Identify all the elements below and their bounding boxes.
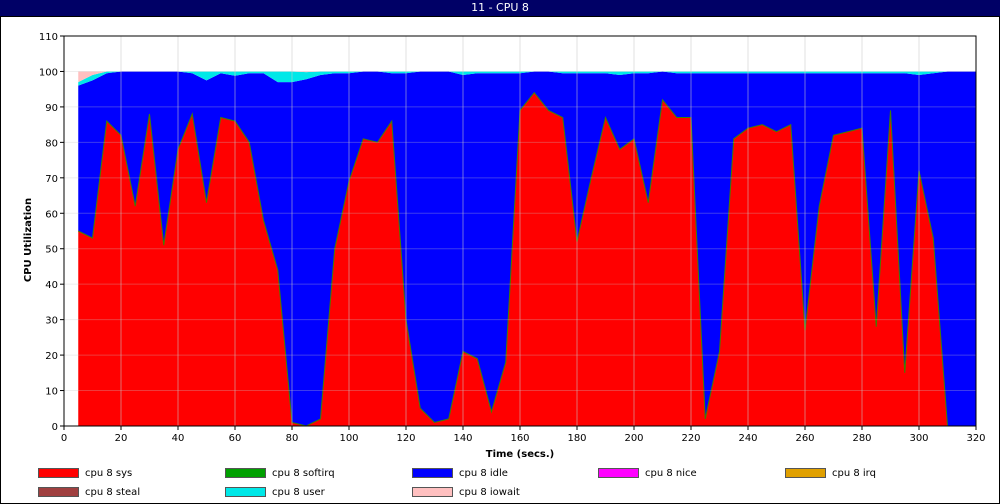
x-tick-label-15: 300: [909, 433, 928, 444]
legend-swatch-6: [225, 487, 266, 497]
x-tick-label-11: 220: [681, 433, 700, 444]
y-tick-label-0: 0: [52, 422, 58, 433]
y-tick-label-3: 30: [45, 316, 58, 327]
legend-item-6: cpu 8 user: [225, 486, 325, 500]
legend-label-0: cpu 8 sys: [85, 468, 133, 479]
legend-swatch-1: [225, 468, 266, 478]
x-tick-label-3: 60: [229, 433, 242, 444]
y-tick-label-4: 40: [45, 280, 58, 291]
legend-item-7: cpu 8 iowait: [412, 486, 520, 500]
legend-label-1: cpu 8 softirq: [272, 468, 335, 479]
x-tick-label-9: 180: [567, 433, 586, 444]
x-tick-label-16: 320: [966, 433, 985, 444]
x-tick-label-2: 40: [172, 433, 185, 444]
legend-swatch-7: [412, 487, 453, 497]
area-series-0: [78, 92, 976, 427]
y-tick-label-6: 60: [45, 209, 58, 220]
legend-swatch-3: [598, 468, 639, 478]
x-tick-label-6: 120: [396, 433, 415, 444]
area-series-6: [78, 71, 976, 86]
legend-item-4: cpu 8 irq: [785, 467, 876, 481]
y-tick-label-7: 70: [45, 174, 58, 185]
legend-item-5: cpu 8 steal: [38, 486, 140, 500]
x-tick-label-8: 160: [510, 433, 529, 444]
window-title: 11 - CPU 8: [0, 0, 1000, 16]
legend-label-6: cpu 8 user: [272, 487, 325, 498]
legend-swatch-0: [38, 468, 79, 478]
x-axis-label: Time (secs.): [486, 449, 555, 460]
y-tick-label-10: 100: [39, 67, 58, 78]
x-tick-label-10: 200: [624, 433, 643, 444]
sys-series-edge: [78, 91, 976, 427]
x-tick-label-4: 80: [286, 433, 299, 444]
x-tick-label-12: 240: [738, 433, 757, 444]
y-tick-label-2: 20: [45, 351, 58, 362]
y-tick-label-11: 110: [39, 32, 58, 43]
x-tick-label-0: 0: [61, 433, 67, 444]
legend-label-5: cpu 8 steal: [85, 487, 141, 498]
y-tick-label-9: 90: [45, 103, 58, 114]
x-tick-label-1: 20: [115, 433, 128, 444]
chart-legend: cpu 8 sys cpu 8 softirq cpu 8 idle cpu 8 ni…: [0, 464, 1000, 504]
legend-swatch-4: [785, 468, 826, 478]
legend-label-3: cpu 8 nice: [645, 468, 697, 479]
legend-label-2: cpu 8 idle: [459, 468, 508, 479]
y-tick-label-5: 50: [45, 245, 58, 256]
y-tick-label-1: 10: [45, 387, 58, 398]
legend-item-3: cpu 8 nice: [598, 467, 697, 481]
x-tick-label-14: 280: [852, 433, 871, 444]
legend-label-7: cpu 8 iowait: [459, 487, 520, 498]
legend-item-1: cpu 8 softirq: [225, 467, 335, 481]
x-tick-label-13: 260: [795, 433, 814, 444]
legend-item-0: cpu 8 sys: [38, 467, 132, 481]
x-tick-label-5: 100: [339, 433, 358, 444]
legend-swatch-5: [38, 487, 79, 497]
legend-label-4: cpu 8 irq: [832, 468, 876, 479]
x-tick-label-7: 140: [453, 433, 472, 444]
y-tick-label-8: 80: [45, 138, 58, 149]
legend-swatch-2: [412, 468, 453, 478]
legend-item-2: cpu 8 idle: [412, 467, 508, 481]
y-axis-label: CPU Utilization: [23, 198, 34, 282]
area-series-2: [78, 71, 976, 427]
